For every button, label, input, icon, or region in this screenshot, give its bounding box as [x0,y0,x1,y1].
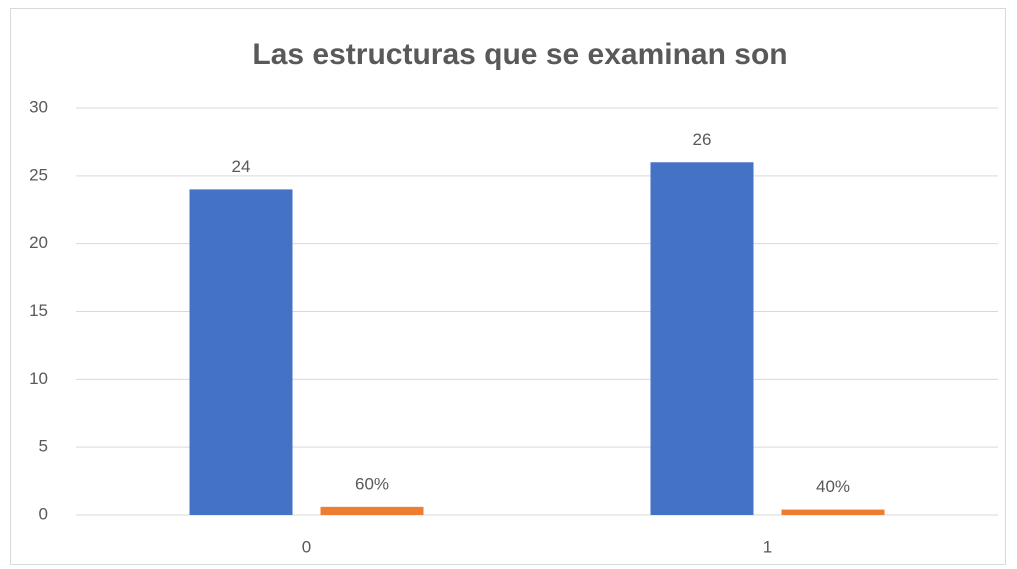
data-label: 60% [355,474,389,493]
bar [650,162,754,515]
y-tick-label: 20 [29,233,48,252]
bar [320,506,424,515]
y-tick-label: 5 [39,437,48,456]
x-tick-label: 0 [302,537,311,556]
data-label: 40% [816,477,850,496]
y-tick-label: 15 [29,301,48,320]
y-tick-label: 30 [29,97,48,116]
chart-title: Las estructuras que se examinan son [252,38,787,71]
bar [189,189,293,515]
y-tick-label: 10 [29,369,48,388]
chart-border [10,8,1006,565]
bar [781,509,885,515]
data-label: 26 [693,130,712,149]
x-tick-label: 1 [763,537,772,556]
y-tick-label: 0 [39,504,48,523]
y-tick-label: 25 [29,165,48,184]
data-label: 24 [232,157,251,176]
